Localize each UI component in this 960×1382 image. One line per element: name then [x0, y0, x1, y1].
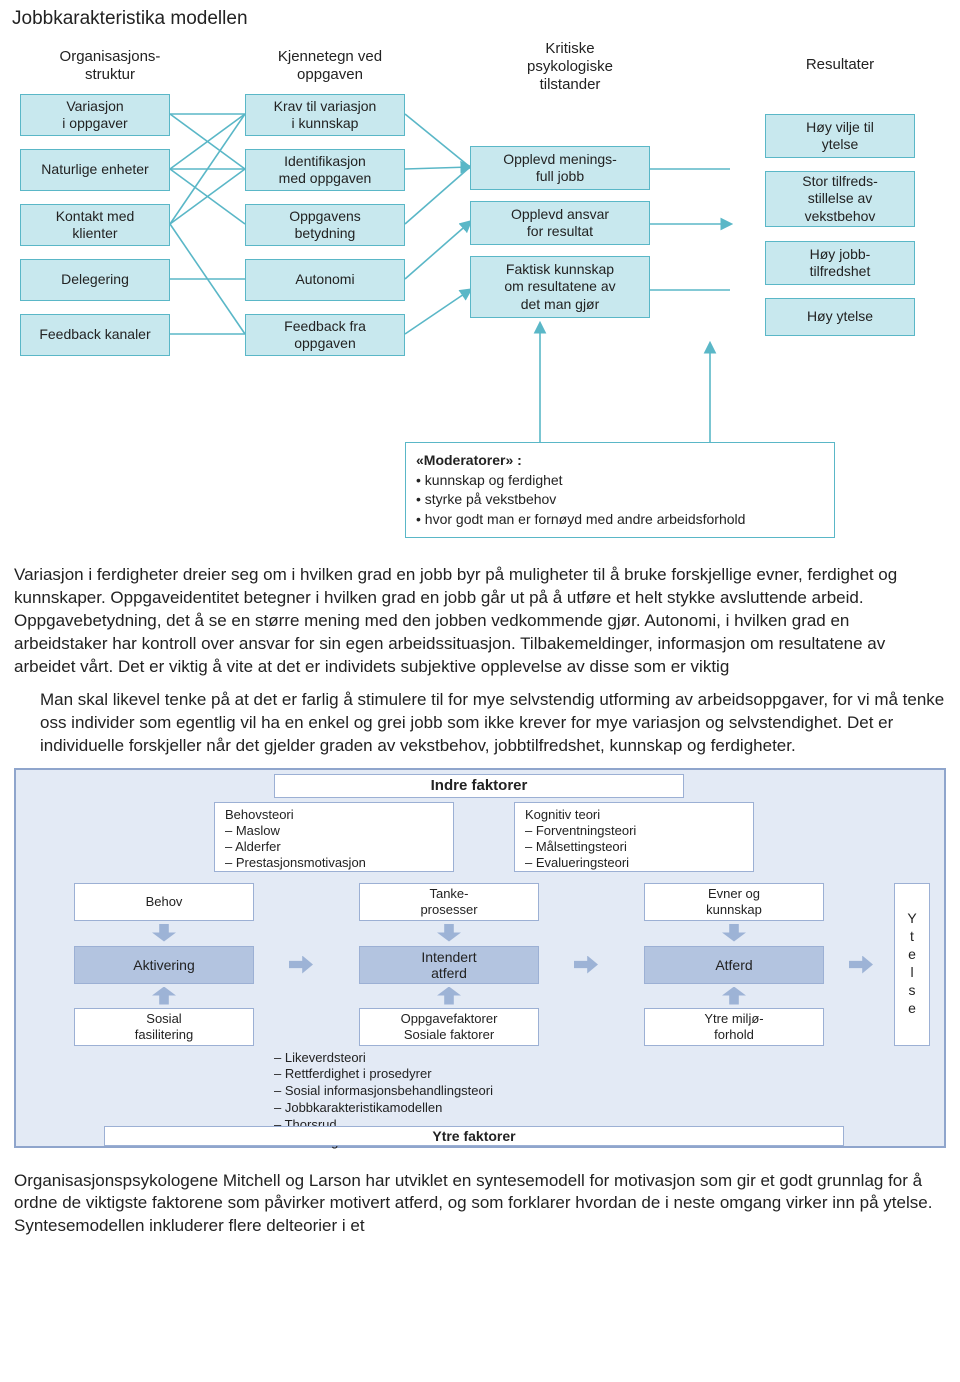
col3-box: Faktisk kunnskapom resultatene avdet man…: [470, 256, 650, 318]
col1-box: Naturlige enheter: [20, 149, 170, 191]
col2-box: Feedback fraoppgaven: [245, 314, 405, 356]
d2-mid-box: Atferd: [644, 946, 824, 984]
col1-box: Feedback kanaler: [20, 314, 170, 356]
col4-header: Resultater: [770, 56, 910, 74]
d2-row3-box: Ytre miljø-forhold: [644, 1008, 824, 1046]
d2-row1-box: Behov: [74, 883, 254, 921]
moderators-item: • hvor godt man er fornøyd med andre arb…: [416, 510, 824, 530]
d2-row1-box: Evner ogkunnskap: [644, 883, 824, 921]
synthesis-model-diagram: Indre faktorer Behovsteori – Maslow – Al…: [14, 768, 946, 1148]
col1-header: Organisasjons-struktur: [35, 48, 185, 84]
paragraph-2: Man skal likevel tenke på at det er farl…: [0, 689, 960, 768]
paragraph-1: Variasjon i ferdigheter dreier seg om i …: [0, 554, 960, 689]
col4-box: Stor tilfreds-stillelse avvekstbehov: [765, 171, 915, 227]
d2-mid-box: Aktivering: [74, 946, 254, 984]
d2-behovsteori-box: Behovsteori – Maslow – Alderfer – Presta…: [214, 802, 454, 872]
d2-mid-box: Intendertatferd: [359, 946, 539, 984]
job-characteristics-diagram: Organisasjons-struktur Kjennetegn vedopp…: [10, 34, 950, 554]
col3-box: Opplevd ansvarfor resultat: [470, 201, 650, 245]
col2-box: Autonomi: [245, 259, 405, 301]
col2-box: Krav til variasjoni kunnskap: [245, 94, 405, 136]
d2-row3-box: Sosialfasilitering: [74, 1008, 254, 1046]
col2-header: Kjennetegn vedoppgaven: [255, 48, 405, 84]
col4-box: Høy jobb-tilfredshet: [765, 241, 915, 285]
col3-header: Kritiskepsykologisketilstander: [485, 40, 655, 94]
col2-box: Identifikasjonmed oppgaven: [245, 149, 405, 191]
col1-box: Variasjoni oppgaver: [20, 94, 170, 136]
d2-kognitiv-box: Kognitiv teori – Forventningsteori – Mål…: [514, 802, 754, 872]
col4-box: Høy ytelse: [765, 298, 915, 336]
moderators-box: «Moderatorer» : • kunnskap og ferdighet …: [405, 442, 835, 538]
col1-box: Kontakt medklienter: [20, 204, 170, 246]
col4-box: Høy vilje tilytelse: [765, 114, 915, 158]
moderators-item: • styrke på vekstbehov: [416, 490, 824, 510]
d2-bottom-title: Ytre faktorer: [104, 1126, 844, 1146]
moderators-title: «Moderatorer» :: [416, 451, 824, 471]
col2-box: Oppgavensbetydning: [245, 204, 405, 246]
d2-row3-box: OppgavefaktorerSosiale faktorer: [359, 1008, 539, 1046]
paragraph-3: Organisasjonspsykologene Mitchell og Lar…: [0, 1148, 960, 1249]
col1-box: Delegering: [20, 259, 170, 301]
d2-top-title: Indre faktorer: [274, 774, 684, 798]
d2-ytelse-box: Ytelse: [894, 883, 930, 1046]
page-title: Jobbkarakteristika modellen: [0, 0, 960, 34]
d2-row1-box: Tanke-prosesser: [359, 883, 539, 921]
moderators-item: • kunnskap og ferdighet: [416, 471, 824, 491]
col3-box: Opplevd menings-full jobb: [470, 146, 650, 190]
